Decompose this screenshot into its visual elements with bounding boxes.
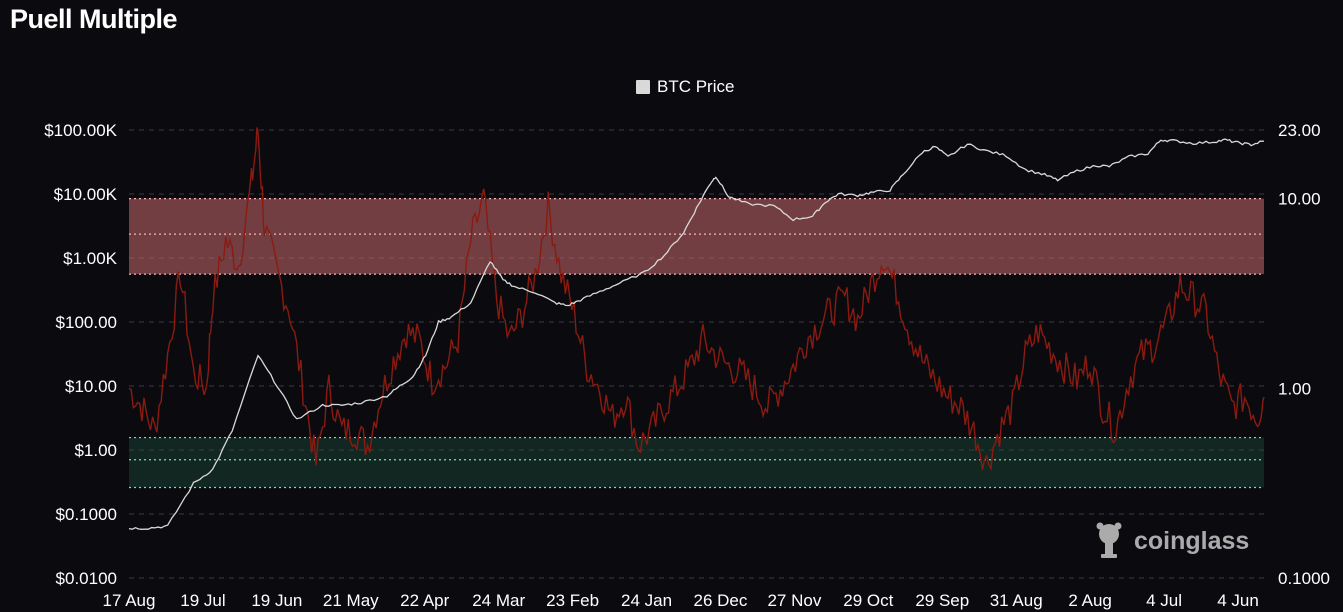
x-axis-ticks: 17 Aug 19 Jul 19 Jun 21 May 22 Apr 24 Mar 23 F… [103, 591, 1259, 610]
x-tick-label: 19 Jul [180, 591, 225, 610]
left-tick-label: $0.0100 [56, 569, 117, 588]
right-tick-label: 1.00 [1278, 379, 1311, 398]
coinglass-watermark: coinglass [1092, 522, 1249, 560]
left-tick-label: $100.00 [56, 313, 117, 332]
left-tick-label: $10.00K [54, 185, 118, 204]
x-tick-label: 4 Jun [1217, 591, 1259, 610]
left-tick-label: $0.1000 [56, 505, 117, 524]
x-tick-label: 17 Aug [103, 591, 156, 610]
x-tick-label: 23 Feb [546, 591, 599, 610]
right-tick-label: 10.00 [1278, 190, 1321, 209]
x-tick-label: 31 Aug [990, 591, 1043, 610]
x-tick-label: 2 Aug [1068, 591, 1112, 610]
right-axis-ticks: 23.00 10.00 1.00 0.1000 [1278, 121, 1330, 588]
x-tick-label: 27 Nov [767, 591, 821, 610]
x-tick-label: 4 Jul [1146, 591, 1182, 610]
page-title: Puell Multiple [10, 4, 178, 34]
watermark-text: coinglass [1134, 526, 1250, 555]
puell-multiple-line [128, 127, 1265, 472]
x-tick-label: 29 Sep [915, 591, 969, 610]
undervalued-band [129, 437, 1264, 488]
left-tick-label: $1.00K [63, 249, 118, 268]
coinglass-logo-icon [1096, 522, 1122, 558]
x-tick-label: 26 Dec [694, 591, 748, 610]
x-tick-label: 29 Oct [843, 591, 893, 610]
right-tick-label: 0.1000 [1278, 569, 1330, 588]
right-tick-label: 23.00 [1278, 121, 1321, 140]
left-tick-label: $10.00 [65, 377, 117, 396]
threshold-bands [129, 198, 1264, 489]
left-tick-label: $1.00 [74, 441, 117, 460]
overvalued-band [129, 198, 1264, 275]
x-tick-label: 24 Jan [621, 591, 672, 610]
chart-legend[interactable]: BTC Price [636, 77, 734, 97]
left-tick-label: $100.00K [44, 121, 117, 140]
x-tick-label: 19 Jun [251, 591, 302, 610]
legend-label-btc-price: BTC Price [657, 77, 735, 96]
x-tick-label: 22 Apr [400, 591, 449, 610]
x-tick-label: 24 Mar [472, 591, 525, 610]
x-tick-label: 21 May [323, 591, 379, 610]
left-axis-ticks: $100.00K $10.00K $1.00K $100.00 $10.00 $1.00 $… [44, 121, 117, 588]
legend-swatch [636, 80, 650, 94]
btc-price-line [128, 138, 1265, 530]
